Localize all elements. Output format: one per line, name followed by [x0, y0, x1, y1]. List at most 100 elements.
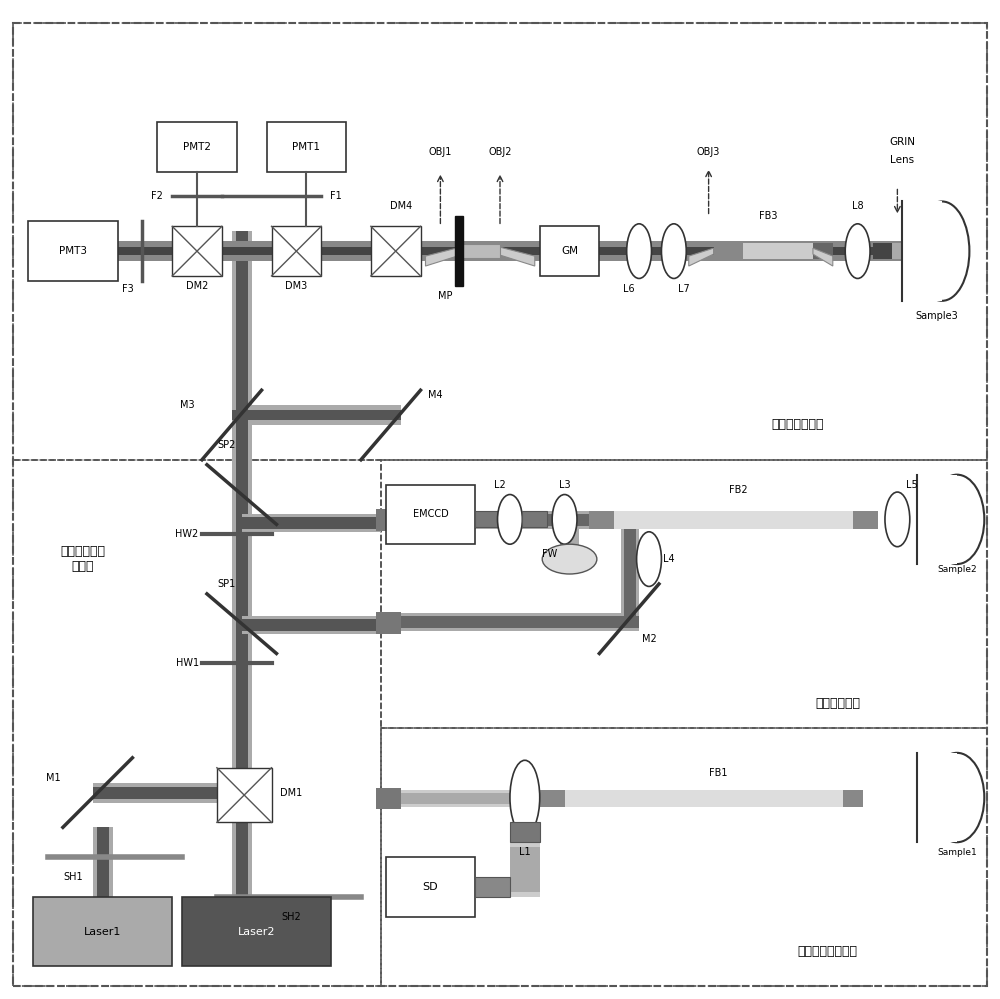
Bar — [510, 822, 540, 842]
Text: FB1: FB1 — [709, 767, 728, 777]
Bar — [510, 847, 540, 892]
Bar — [242, 517, 381, 529]
Bar — [843, 789, 863, 807]
Text: F3: F3 — [122, 284, 133, 294]
Text: 靶细胞成像光路: 靶细胞成像光路 — [772, 419, 824, 432]
Bar — [381, 728, 987, 986]
Bar — [242, 618, 381, 630]
Bar — [182, 897, 331, 966]
Text: OBJ2: OBJ2 — [488, 147, 512, 157]
Ellipse shape — [930, 753, 984, 842]
Text: DM2: DM2 — [186, 281, 208, 291]
Text: Sample1: Sample1 — [937, 848, 977, 857]
Text: Lens: Lens — [890, 155, 914, 165]
Bar — [614, 511, 853, 529]
Text: M3: M3 — [180, 401, 194, 411]
Bar — [902, 202, 942, 301]
Bar — [267, 122, 346, 172]
Ellipse shape — [885, 493, 910, 546]
Text: L3: L3 — [559, 480, 570, 490]
Text: DM3: DM3 — [285, 281, 307, 291]
Bar — [386, 857, 475, 917]
Text: 组织成像光路: 组织成像光路 — [815, 696, 860, 709]
Text: HW2: HW2 — [175, 529, 199, 539]
Bar — [172, 227, 222, 276]
Text: 荧光强度监测光路: 荧光强度监测光路 — [798, 945, 858, 958]
Text: GRIN: GRIN — [889, 137, 915, 147]
Text: SD: SD — [423, 882, 438, 892]
Bar — [510, 842, 540, 897]
Bar — [236, 232, 248, 897]
Bar — [93, 782, 222, 802]
Ellipse shape — [915, 202, 969, 301]
Text: Sample3: Sample3 — [916, 311, 958, 321]
Ellipse shape — [930, 475, 984, 564]
Text: PMT2: PMT2 — [183, 142, 211, 152]
Bar — [97, 827, 109, 897]
Polygon shape — [689, 248, 714, 266]
Ellipse shape — [845, 224, 870, 279]
Ellipse shape — [627, 224, 652, 279]
Bar — [460, 244, 500, 258]
Bar — [381, 460, 987, 728]
Bar — [560, 521, 579, 554]
Bar — [540, 789, 565, 807]
Bar — [381, 514, 878, 526]
Bar — [232, 406, 401, 425]
Text: DM4: DM4 — [390, 202, 412, 212]
Text: M2: M2 — [642, 633, 656, 643]
Text: L4: L4 — [663, 554, 675, 564]
Bar — [376, 787, 401, 809]
Bar — [33, 897, 172, 966]
Bar — [624, 514, 636, 623]
Bar — [892, 243, 907, 259]
Bar — [93, 827, 113, 897]
Bar — [743, 243, 813, 259]
Polygon shape — [425, 247, 460, 266]
Text: DM1: DM1 — [280, 787, 303, 797]
Bar — [589, 511, 614, 529]
Text: PMT1: PMT1 — [292, 142, 320, 152]
Ellipse shape — [552, 495, 577, 544]
Text: OBJ3: OBJ3 — [697, 147, 720, 157]
Bar — [13, 460, 381, 986]
Bar — [118, 241, 962, 261]
Text: FB2: FB2 — [729, 485, 748, 495]
Bar — [242, 514, 381, 532]
Text: M1: M1 — [46, 772, 60, 782]
Text: PMT3: PMT3 — [59, 246, 87, 256]
Bar — [873, 243, 892, 259]
Text: L2: L2 — [494, 480, 506, 490]
Text: MP: MP — [438, 291, 453, 301]
Text: FW: FW — [542, 549, 557, 559]
Bar — [93, 786, 222, 798]
Bar — [917, 475, 957, 564]
Polygon shape — [813, 248, 833, 266]
Bar — [381, 792, 858, 804]
Ellipse shape — [542, 544, 597, 574]
Text: Laser1: Laser1 — [84, 927, 121, 937]
Bar — [13, 23, 987, 460]
Text: L8: L8 — [852, 202, 863, 212]
Text: 激光融合及分
光光路: 激光融合及分 光光路 — [60, 545, 105, 573]
Ellipse shape — [498, 495, 522, 544]
Text: Laser2: Laser2 — [238, 927, 275, 937]
Text: L5: L5 — [906, 480, 918, 490]
Text: M4: M4 — [428, 391, 443, 401]
Bar — [381, 789, 858, 807]
Text: SP1: SP1 — [218, 579, 236, 589]
Bar — [381, 612, 639, 630]
Bar — [242, 615, 381, 633]
Polygon shape — [500, 247, 535, 266]
Bar — [917, 753, 957, 842]
Bar — [371, 227, 421, 276]
Bar — [540, 227, 599, 276]
Bar — [475, 877, 510, 897]
Text: OBJ1: OBJ1 — [429, 147, 452, 157]
Bar — [272, 227, 321, 276]
Bar — [217, 767, 272, 822]
Text: EMCCD: EMCCD — [413, 509, 448, 519]
Text: HW1: HW1 — [176, 658, 199, 668]
Bar — [376, 509, 401, 531]
Text: SP2: SP2 — [218, 440, 236, 450]
